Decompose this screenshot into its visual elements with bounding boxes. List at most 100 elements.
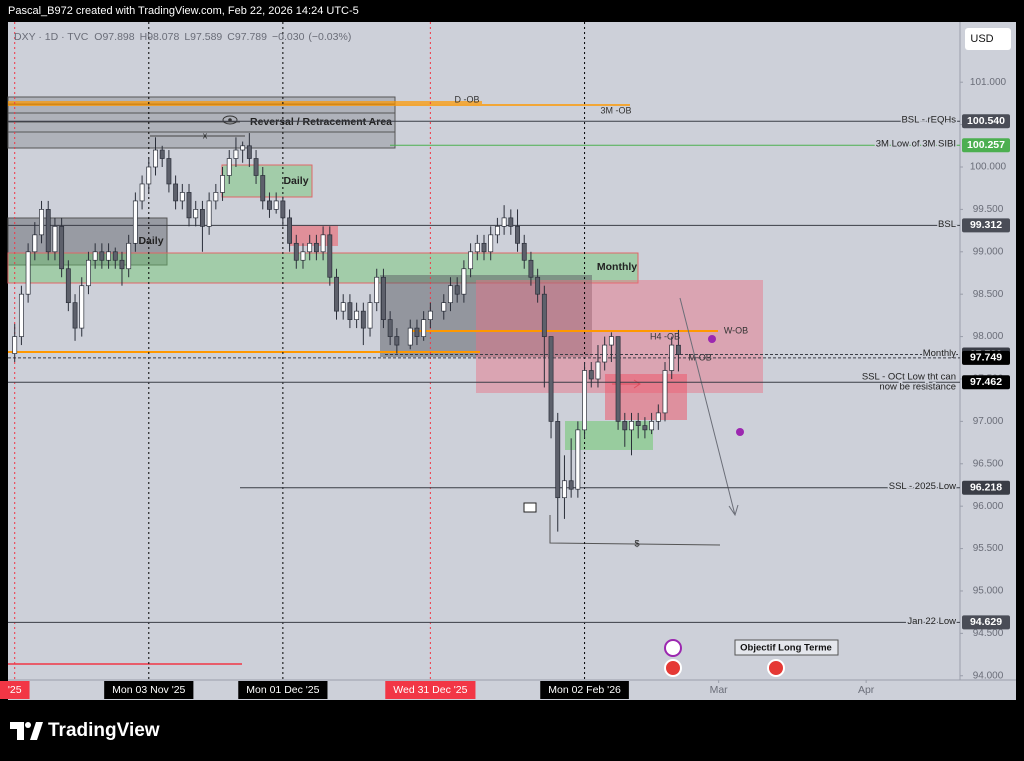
y-tick-label: 95.000 [973, 586, 1004, 597]
candle-body [307, 242, 313, 253]
candle-body [267, 200, 272, 210]
candle-body [59, 226, 65, 270]
x-tick-box [385, 681, 476, 699]
candle-body [132, 200, 138, 244]
legend: DXY · 1D · TVC O97.898 H98.078 L97.589 C97.7… [14, 31, 351, 43]
candle-body [347, 302, 353, 320]
candle-body [226, 158, 232, 176]
candle-body [508, 217, 514, 227]
annotation: Monthly [597, 261, 637, 273]
candle-body [669, 344, 675, 371]
currency-button[interactable] [965, 28, 1011, 50]
candle-body [448, 285, 453, 304]
x-tick-box [0, 681, 30, 699]
candle-body [320, 234, 326, 253]
candle-body [649, 421, 655, 431]
price-tag [962, 218, 1010, 233]
price-tag-label: 94.629 [970, 616, 1002, 628]
candle-body [72, 302, 78, 329]
candle-body [622, 421, 628, 431]
candle-body [421, 319, 427, 337]
level-label: SSL - OCt Low tht can [862, 372, 956, 383]
y-tick-label: 96.500 [973, 458, 1004, 469]
candle-body [381, 276, 386, 320]
candle-body [360, 310, 366, 329]
level-label: Jan 22 Low [907, 616, 956, 627]
candle-body [159, 149, 165, 159]
candle-body [126, 242, 132, 270]
logo [25, 722, 31, 728]
logo [30, 722, 43, 740]
candle-body [340, 302, 346, 312]
price-tag [962, 615, 1010, 630]
price-tag-label: 99.312 [970, 219, 1002, 231]
candle-body [675, 344, 681, 355]
candle-body [65, 268, 71, 304]
candle-body [273, 200, 279, 210]
candle-body [608, 336, 614, 346]
candle-body [515, 226, 520, 244]
price-tag [962, 138, 1010, 153]
footer [0, 700, 1024, 756]
price-tag [962, 375, 1010, 390]
annotation: Reversal / Retracement Area [250, 116, 392, 128]
legend-value: 98.078 [147, 31, 179, 43]
candle-body [582, 370, 587, 431]
candle-body [220, 175, 225, 193]
price-tag [962, 480, 1010, 495]
y-tick-label: 100.000 [970, 162, 1007, 173]
candle-body [206, 200, 212, 227]
candle-body [240, 145, 246, 151]
annotation: Daily [138, 235, 163, 247]
candle-body [427, 310, 433, 320]
candle-body [79, 285, 85, 329]
candle-body [287, 217, 293, 244]
candle-body [112, 251, 118, 261]
range-zone [380, 275, 592, 357]
candle-body [18, 293, 24, 337]
candle-body [548, 336, 554, 422]
logo [10, 722, 24, 740]
y-tick-label: 101.000 [970, 77, 1007, 88]
candle-body [213, 192, 219, 202]
candle-body [615, 336, 621, 422]
candle-body [501, 217, 507, 227]
candle-body [106, 251, 111, 261]
candle-body [367, 302, 373, 329]
level-label: BSL [938, 219, 956, 230]
eye-icon [222, 115, 238, 125]
candle-body [32, 234, 38, 253]
candle-body [642, 425, 648, 431]
annotation: D -OB [454, 94, 479, 104]
y-tick-label: 94.500 [973, 628, 1004, 639]
y-tick-label: 96.000 [973, 501, 1004, 512]
candle-body [313, 242, 319, 253]
level-label: 3M Low of 3M SIBI [876, 139, 956, 150]
candle-body [334, 276, 339, 312]
candle-body [602, 344, 608, 363]
price-tag-label: 97.462 [970, 376, 1002, 388]
candle-body [488, 234, 494, 253]
candle-body [461, 268, 467, 295]
x-tick-label: Mar [710, 684, 729, 696]
y-tick-label: 99.500 [973, 204, 1004, 215]
x-tick-label: Mon 03 Nov '25 [112, 684, 185, 696]
candle-body [327, 234, 333, 278]
legend-key: H [140, 31, 148, 43]
candle-body [414, 327, 420, 337]
candle-body [146, 166, 152, 185]
candle-body [468, 251, 474, 270]
candle-body [394, 336, 400, 346]
annotation: H4 -OB [650, 331, 680, 341]
legend-change-pct: (−0.03%) [308, 31, 351, 43]
legend-key: O [94, 31, 102, 43]
brand: TradingView [48, 720, 160, 741]
axes: 94.000 94.500 95.000 95.500 96.000 96.500 97.0… [0, 77, 1010, 699]
currency-label[interactable]: USD [970, 33, 993, 45]
event-icon [708, 335, 716, 343]
level-label: now be resistance [879, 382, 956, 393]
x-tick-label: Mon 01 Dec '25 [246, 684, 319, 696]
legend-key: C [227, 31, 235, 43]
legend-value: 97.898 [102, 31, 134, 43]
